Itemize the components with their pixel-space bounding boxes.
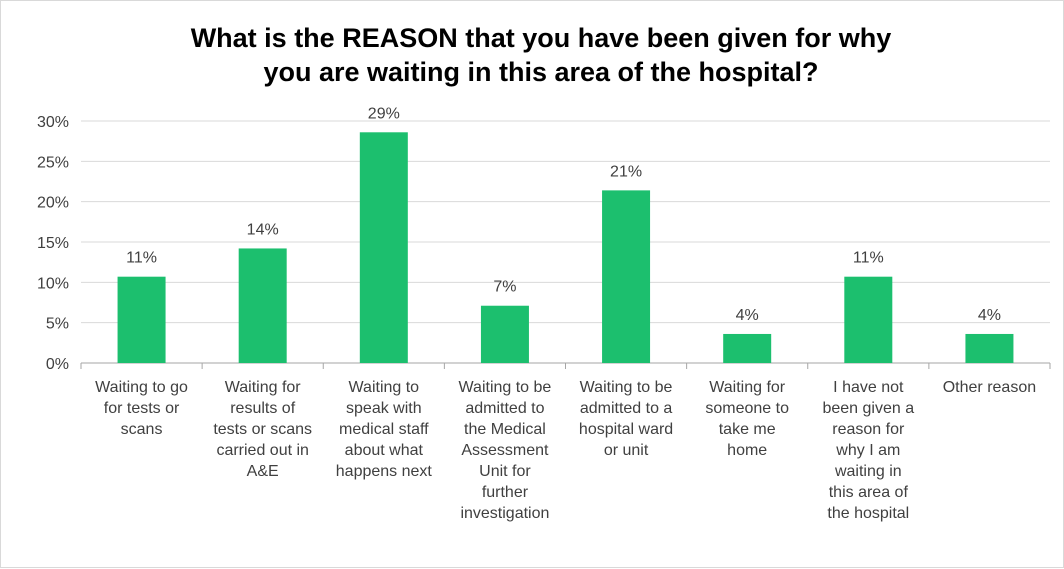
x-category-label-line: Waiting to go: [95, 379, 188, 396]
x-category-label-line: Waiting to: [348, 379, 420, 396]
x-category-label: Waiting to speak with medical staff about w…: [325, 377, 443, 482]
x-category-label-line: admitted to a: [579, 400, 673, 417]
x-category-label-line: about what: [344, 442, 423, 459]
x-category-label-line: the hospital: [827, 505, 910, 522]
data-label: 21%: [610, 163, 642, 180]
x-category-label-line: for tests or: [103, 400, 180, 417]
y-tick-label: 10%: [37, 275, 69, 292]
x-category-label-line: investigation: [460, 505, 550, 522]
chart-title: What is the REASON that you have been gi…: [61, 21, 1021, 89]
x-category-label: Waiting for results of tests or scans carri…: [204, 377, 322, 482]
x-category-label-line: results of: [230, 400, 296, 417]
x-category-label-line: Waiting for: [224, 379, 301, 396]
bar: [117, 276, 166, 363]
x-category-label-line: Assessment: [461, 442, 549, 459]
x-category-label-line: this area of: [828, 484, 908, 501]
x-category-label-line: reason for: [832, 421, 905, 438]
x-category-label-line: Waiting to be: [458, 379, 552, 396]
data-label: 7%: [493, 279, 516, 296]
x-category-label: I have not been given a reason for why I am…: [809, 377, 927, 524]
x-category-label-line: scans: [120, 421, 163, 438]
x-category-label-line: take me: [718, 421, 776, 438]
x-category-label-line: I have not: [833, 379, 904, 396]
x-category-label-line: hospital ward: [578, 421, 674, 438]
x-category-label-line: Waiting to be: [579, 379, 673, 396]
chart-title-line-1: What is the REASON that you have been gi…: [190, 23, 892, 53]
data-label: 11%: [126, 250, 157, 267]
bar: [359, 132, 408, 363]
y-tick-label: 20%: [37, 195, 69, 212]
x-category-label: Waiting for someone to take me home: [688, 377, 806, 461]
data-label: 4%: [978, 307, 1001, 324]
y-tick-label: 0%: [46, 356, 69, 373]
x-category-label-line: Other reason: [942, 379, 1037, 396]
x-category-label-line: or unit: [603, 442, 649, 459]
x-category-label-line: speak with: [346, 400, 422, 417]
data-label: 14%: [247, 221, 279, 238]
bar: [602, 190, 651, 363]
bar: [238, 248, 287, 363]
y-tick-label: 30%: [37, 114, 69, 131]
x-category-label-line: carried out in: [216, 442, 309, 459]
x-category-label-line: medical staff: [339, 421, 429, 438]
x-category-label-line: the Medical: [464, 421, 546, 438]
x-category-label-line: Waiting for: [709, 379, 786, 396]
x-category-label-line: Unit for: [479, 463, 531, 480]
bar: [965, 333, 1014, 363]
x-category-label-line: someone to: [705, 400, 789, 417]
x-category-label-line: been given a: [822, 400, 915, 417]
data-label: 29%: [368, 105, 400, 122]
chart-title-line-2: you are waiting in this area of the hosp…: [263, 57, 819, 87]
y-tick-label: 5%: [46, 316, 69, 333]
x-category-label: Waiting to be admitted to a hospital ward o…: [567, 377, 685, 461]
x-category-label: Waiting to go for tests or scans: [83, 377, 201, 440]
x-category-label-line: further: [481, 484, 529, 501]
data-label: 11%: [853, 250, 884, 267]
x-category-label-line: tests or scans: [213, 421, 313, 438]
bar: [480, 305, 529, 363]
x-category-label-line: why I am: [836, 442, 901, 459]
x-category-label: Other reason: [930, 377, 1048, 398]
x-category-label-line: A&E: [246, 463, 279, 480]
bar: [844, 276, 893, 363]
y-tick-label: 25%: [37, 154, 69, 171]
data-label: 4%: [736, 307, 759, 324]
y-tick-label: 15%: [37, 235, 69, 252]
x-category-label-line: happens next: [335, 463, 432, 480]
bar: [723, 333, 772, 363]
x-category-label-line: home: [727, 442, 768, 459]
x-category-label-line: admitted to: [465, 400, 545, 417]
x-category-label: Waiting to be admitted to the Medical Asses…: [446, 377, 564, 524]
x-category-label-line: waiting in: [834, 463, 902, 480]
